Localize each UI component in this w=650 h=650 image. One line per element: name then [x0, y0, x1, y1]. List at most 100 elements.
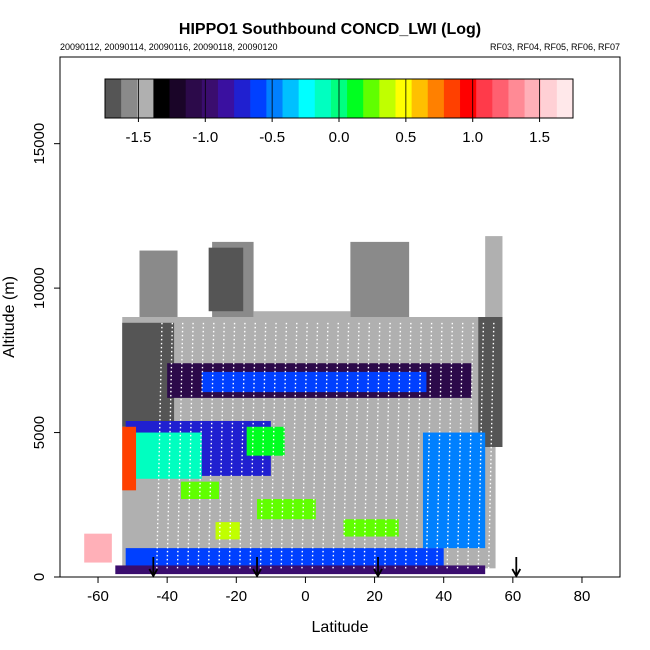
y-tick-label: 15000	[31, 123, 48, 165]
flight-track	[176, 322, 184, 569]
flight-track	[477, 322, 485, 569]
colorbar-swatch	[185, 79, 203, 118]
flight-track	[197, 322, 205, 569]
x-tick-label: -60	[87, 588, 109, 605]
colorbar-swatch	[153, 79, 171, 118]
x-axis: -60 -40 -20 0 20 40 60 80	[87, 577, 590, 605]
flight-track	[239, 322, 246, 569]
x-tick-label: -40	[156, 588, 178, 605]
colorbar-swatch	[540, 79, 558, 118]
colorbar-tick-label: 0.5	[395, 129, 416, 146]
colorbar-swatch	[379, 79, 397, 118]
y-tick-label: 0	[31, 573, 48, 581]
x-tick-label: 80	[574, 588, 591, 605]
flight-track	[436, 322, 443, 569]
colorbar-swatch	[282, 79, 300, 118]
field-cell	[132, 432, 202, 479]
flight-track	[425, 322, 433, 569]
chart-subtitle-dates: 20090112, 20090114, 20090116, 20090118, …	[60, 42, 278, 52]
colorbar-swatch	[556, 79, 574, 118]
flight-track	[311, 322, 319, 569]
arrow-markers	[148, 557, 522, 578]
flight-track	[446, 322, 454, 569]
flight-track	[456, 322, 464, 569]
arrow-marker-head	[373, 568, 383, 578]
field-cell	[84, 533, 112, 563]
flight-tracks	[156, 322, 495, 569]
field-cell	[422, 432, 486, 549]
colorbar-tick-label: -1.5	[125, 129, 151, 146]
y-axis: 0 5000 10000 15000	[31, 123, 60, 581]
colorbar-tick-label: 1.0	[462, 129, 483, 146]
colorbar-swatch	[508, 79, 526, 118]
x-tick-label: 0	[301, 588, 309, 605]
colorbar-swatch	[169, 79, 187, 118]
x-tick-label: -20	[225, 588, 247, 605]
colorbar-swatch	[234, 79, 251, 118]
field-cell	[208, 247, 244, 312]
flight-track	[363, 322, 371, 569]
flight-track	[394, 322, 402, 569]
flight-track	[415, 322, 422, 569]
colorbar-swatch	[250, 79, 267, 118]
colorbar-swatch	[266, 79, 284, 118]
colorbar-swatch	[443, 79, 461, 118]
field-cell	[139, 250, 178, 317]
field-cell	[350, 241, 410, 317]
flight-track	[228, 322, 236, 569]
x-axis-label: Latitude	[312, 619, 369, 636]
flight-track	[353, 322, 360, 569]
flight-track	[187, 322, 194, 569]
y-axis-label: Altitude (m)	[1, 276, 18, 358]
flight-track	[259, 322, 267, 569]
chart-subtitle-flights: RF03, RF04, RF05, RF06, RF07	[490, 42, 620, 52]
colorbar-swatch	[492, 79, 510, 118]
arrow-marker-head	[252, 568, 262, 578]
flight-track	[301, 322, 308, 569]
field-cell	[215, 522, 240, 540]
x-tick-label: 40	[435, 588, 452, 605]
colorbar-swatch	[121, 79, 138, 118]
flight-track	[384, 322, 391, 569]
colorbar-swatch	[347, 79, 364, 118]
flight-track	[342, 322, 350, 569]
y-tick-label: 5000	[31, 416, 48, 449]
colorbar-swatch	[137, 79, 155, 118]
colorbar-swatch	[476, 79, 493, 118]
flight-track	[280, 322, 288, 569]
field-cell	[201, 371, 427, 393]
flight-track	[207, 322, 215, 569]
flight-track	[290, 322, 298, 569]
colorbar-swatch	[298, 79, 316, 118]
colorbar-tick-label: 1.5	[529, 129, 550, 146]
plot-frame	[59, 56, 621, 578]
flight-track	[322, 322, 329, 569]
flight-track	[249, 322, 257, 569]
flight-track	[404, 322, 412, 569]
x-tick-label: 60	[504, 588, 521, 605]
flight-track	[166, 322, 174, 569]
colorbar-swatch	[411, 79, 429, 118]
field-cell	[115, 565, 486, 575]
field-cell	[122, 322, 175, 427]
colorbar-swatch	[105, 79, 122, 118]
flight-track	[332, 322, 339, 569]
colorbar-tick-label: -1.0	[192, 129, 218, 146]
colorbar-swatch	[427, 79, 445, 118]
colorbar-swatch	[217, 79, 235, 118]
flight-track	[467, 322, 474, 569]
field-cell	[180, 481, 220, 499]
arrow-marker-head	[511, 568, 522, 578]
colorbar-swatch	[524, 79, 542, 118]
colorbar-swatch	[395, 79, 413, 118]
flight-track	[373, 322, 381, 569]
colorbar-swatch	[201, 79, 219, 118]
colorbar-tick-label: 0.0	[329, 129, 350, 146]
field-cell	[122, 426, 137, 491]
y-tick-label: 10000	[31, 267, 48, 309]
flight-track	[218, 322, 225, 569]
flight-track	[270, 322, 277, 569]
colorbar-swatch	[363, 79, 380, 118]
flight-track	[156, 322, 163, 569]
